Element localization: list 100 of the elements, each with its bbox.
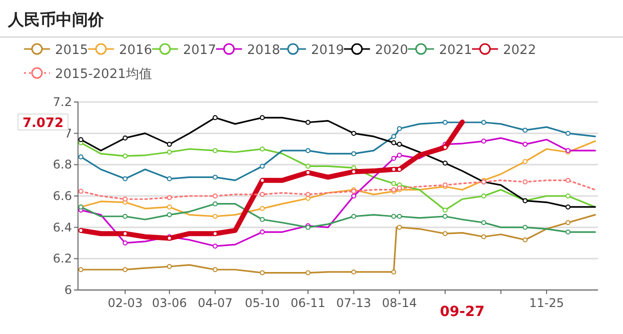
point: [122, 196, 128, 202]
legend-label: 2018: [247, 43, 280, 58]
x-tick-label: 07-13: [336, 296, 372, 310]
x-tick-label: 06-11: [290, 296, 326, 310]
point: [442, 208, 448, 213]
point: [481, 194, 486, 198]
point: [351, 269, 356, 274]
point: [396, 214, 402, 219]
point: [260, 192, 265, 197]
point: [122, 214, 128, 219]
point: [212, 194, 218, 198]
point: [212, 148, 218, 154]
legend-label: 2020: [375, 43, 408, 58]
text: 09-27: [440, 304, 485, 320]
point: [260, 146, 265, 152]
point: [122, 176, 128, 182]
point: [212, 201, 218, 206]
point: [78, 188, 84, 194]
point: [566, 230, 570, 235]
point: [396, 224, 402, 230]
point: [522, 142, 528, 147]
point: [566, 204, 570, 210]
point: [522, 159, 528, 164]
y-tick-label: 6: [64, 283, 72, 297]
point: [522, 179, 528, 184]
point: [166, 176, 172, 182]
legend-label: 2016: [119, 43, 152, 58]
x-tick-label: 03-06: [152, 296, 187, 310]
point: [566, 130, 570, 136]
point: [442, 160, 448, 166]
point: [306, 120, 310, 125]
legend-label: 2015: [55, 43, 88, 58]
point: [260, 230, 265, 235]
point: [260, 217, 265, 222]
point: [78, 154, 84, 160]
x-tick-label: 05-10: [244, 296, 280, 310]
point: [522, 128, 528, 133]
point: [351, 194, 356, 198]
point: [396, 152, 402, 158]
point: [396, 142, 402, 147]
point: [122, 154, 128, 159]
point: [396, 126, 402, 132]
y-tick-label: 6.2: [52, 252, 72, 266]
y-tick-label: 6.8: [52, 158, 72, 172]
point: [306, 192, 310, 197]
point: [522, 237, 528, 242]
point: [212, 115, 218, 120]
x-tick-label: 04-07: [198, 296, 233, 310]
point: [306, 148, 310, 154]
x-tick-label: 02-03: [108, 296, 143, 310]
x-tick-label: 11-25: [529, 296, 564, 310]
point: [391, 140, 396, 146]
legend-label: 2019: [311, 43, 344, 58]
point: [122, 136, 128, 141]
point: [78, 267, 84, 272]
point: [391, 134, 396, 139]
legend-label: 2017: [183, 43, 216, 58]
point: [166, 150, 172, 155]
point: [481, 220, 486, 226]
y-tick-label: 7.2: [52, 95, 72, 109]
point: [566, 178, 570, 183]
legend-label: 2022: [503, 43, 536, 58]
point: [260, 115, 265, 120]
point: [351, 151, 356, 156]
x-tick-label: 08-14: [382, 296, 417, 310]
point: [122, 267, 128, 272]
point: [442, 120, 448, 125]
point: [306, 164, 310, 169]
point: [481, 120, 486, 125]
point: [260, 164, 265, 169]
point: [260, 206, 265, 212]
point: [122, 240, 128, 246]
y-tick-label: 6.6: [52, 189, 72, 203]
point: [442, 231, 448, 236]
point: [351, 214, 356, 219]
point: [166, 195, 172, 200]
point: [391, 156, 396, 161]
chart-title: 人民币中间价: [7, 10, 105, 29]
point: [212, 214, 218, 219]
point: [212, 174, 218, 180]
point: [391, 269, 396, 274]
y-tick-label: 6.4: [52, 220, 72, 234]
point: [78, 137, 84, 142]
point: [481, 234, 486, 240]
point: [166, 212, 172, 218]
point: [260, 270, 265, 276]
point: [212, 244, 218, 249]
point: [522, 224, 528, 230]
legend-label: 2015-2021均值: [55, 67, 152, 82]
point: [166, 142, 172, 147]
point: [481, 138, 486, 144]
legend-label: 2021: [439, 43, 472, 58]
point: [212, 267, 218, 272]
point: [166, 204, 172, 210]
point: [391, 180, 396, 186]
point: [566, 220, 570, 226]
point: [566, 194, 570, 198]
point: [391, 214, 396, 219]
text: 7.072: [22, 116, 64, 132]
point: [306, 270, 310, 276]
